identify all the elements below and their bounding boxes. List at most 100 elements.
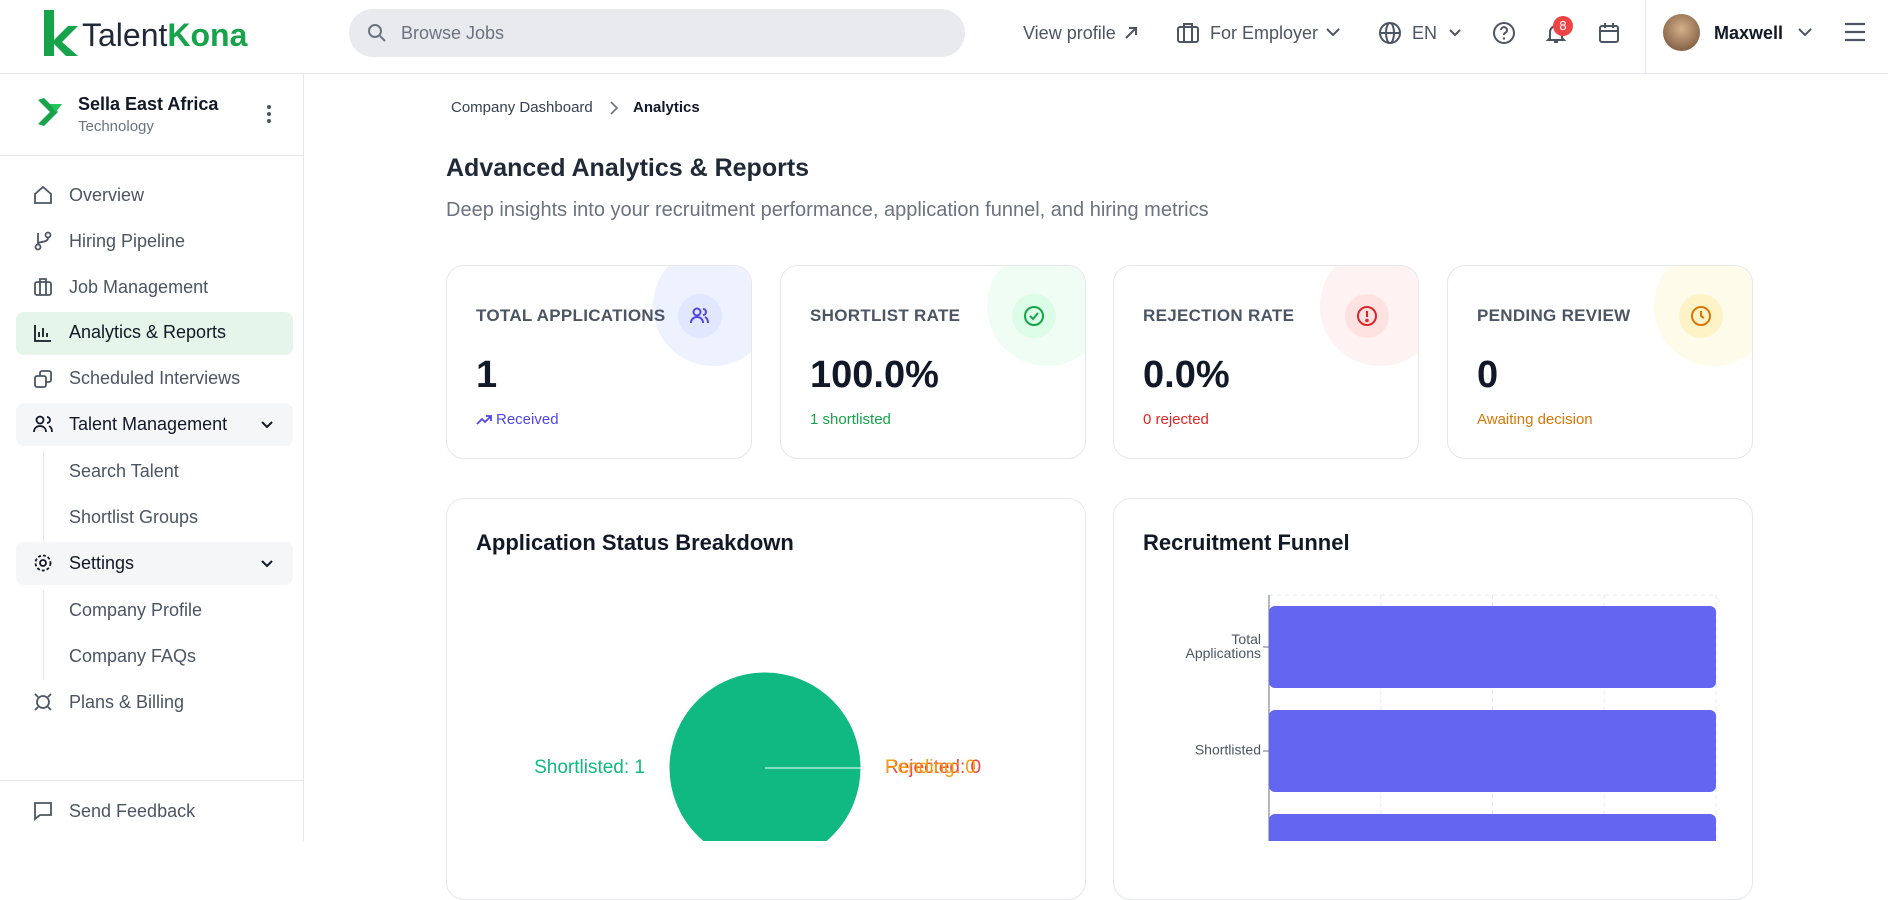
nav-item-active[interactable]: Analytics & Reports	[69, 322, 227, 342]
nav-icon	[33, 415, 53, 433]
logo[interactable]: TalentKona	[82, 17, 247, 54]
menu-icon[interactable]	[1843, 21, 1867, 43]
nav-subitem[interactable]: Shortlist Groups	[69, 507, 199, 527]
search-placeholder: Browse Jobs	[401, 23, 505, 43]
chart-panel: Recruitment Funnel	[1113, 498, 1753, 900]
chart-title: Recruitment Funnel	[1143, 530, 1350, 555]
user-name[interactable]: Maxwell	[1714, 23, 1784, 43]
company-industry: Technology	[78, 118, 154, 135]
stat-label: PENDING REVIEW	[1477, 306, 1631, 325]
bar	[1269, 814, 1716, 841]
external-icon	[1125, 27, 1137, 39]
chevron	[261, 560, 273, 568]
card-icon	[1024, 306, 1044, 326]
chevron	[1326, 28, 1340, 37]
nav-icon	[34, 185, 52, 204]
stat-label: REJECTION RATE	[1143, 306, 1295, 325]
stat-label: SHORTLIST RATE	[810, 306, 961, 325]
avatar[interactable]	[1663, 14, 1700, 51]
trend-icon	[476, 415, 492, 425]
view-profile-link[interactable]: View profile	[1023, 23, 1116, 43]
y-tick-label: Total Applications	[1186, 631, 1262, 661]
globe-icon	[1379, 22, 1401, 44]
nav-item[interactable]: Hiring Pipeline	[69, 231, 186, 251]
stat-value: 1	[476, 354, 498, 396]
briefcase-icon	[1177, 23, 1199, 43]
stat-value: 100.0%	[810, 354, 939, 396]
pie-slice	[668, 671, 862, 841]
language-menu[interactable]: EN	[1412, 23, 1438, 43]
company-logo	[38, 98, 62, 126]
divider	[1645, 0, 1646, 73]
page-subtitle: Deep insights into your recruitment perf…	[446, 199, 1209, 221]
nav-icon	[34, 693, 52, 711]
nav-item[interactable]: Overview	[69, 185, 145, 205]
chevron	[261, 421, 273, 429]
for-employer-menu[interactable]: For Employer	[1210, 23, 1319, 43]
nav-group[interactable]: Settings	[69, 553, 135, 573]
card-icon-bg	[1012, 294, 1056, 338]
nav-group-bg	[16, 542, 293, 585]
nav-item[interactable]: Scheduled Interviews	[69, 368, 241, 388]
feedback-link[interactable]: Send Feedback	[69, 801, 196, 821]
card-icon-bg	[1679, 294, 1723, 338]
page-title: Advanced Analytics & Reports	[446, 154, 810, 182]
nav-item[interactable]: Plans & Billing	[69, 692, 185, 712]
card-icon-bg	[1345, 294, 1389, 338]
card-icon	[690, 307, 709, 324]
help-icon[interactable]	[1492, 21, 1516, 45]
chart-title: Application Status Breakdown	[476, 530, 794, 555]
breadcrumb-link[interactable]: Company Dashboard	[451, 99, 593, 116]
nav-icon	[34, 370, 52, 388]
nav-subitem[interactable]: Search Talent	[69, 461, 179, 481]
calendar-icon[interactable]	[1597, 21, 1621, 45]
logo-text: Kona	[167, 17, 248, 53]
notification-badge: 8	[1553, 16, 1573, 36]
more-icon[interactable]	[266, 104, 272, 124]
nav-icon	[34, 325, 51, 342]
bar	[1269, 606, 1716, 688]
card-icon	[1691, 306, 1711, 326]
tree-line	[43, 590, 44, 680]
stat-card: TOTAL APPLICATIONS 1 Received	[446, 265, 752, 459]
company-name[interactable]: Sella East Africa	[78, 94, 219, 114]
chevron	[1798, 28, 1812, 37]
pie-label: Shortlisted: 1	[534, 757, 645, 778]
stat-note: 1 shortlisted	[810, 411, 891, 428]
pie-label: Rejected: 0	[885, 757, 981, 778]
search-icon	[368, 24, 386, 42]
stat-value: 0	[1477, 354, 1499, 396]
stat-card: PENDING REVIEW 0 Awaiting decision	[1447, 265, 1753, 459]
stat-value: 0.0%	[1143, 354, 1230, 396]
feedback-icon	[34, 802, 52, 821]
logo-text: Talent	[82, 17, 168, 53]
nav-subitem[interactable]: Company FAQs	[69, 646, 197, 666]
search-bar[interactable]: Browse Jobs	[349, 9, 965, 57]
nav-subitem[interactable]: Company Profile	[69, 600, 203, 620]
divider	[0, 155, 303, 156]
card-icon	[1357, 306, 1377, 326]
nav-icon	[34, 278, 52, 296]
sidebar: Sella East Africa Technology Overview Hi…	[0, 74, 304, 841]
nav-icon	[34, 231, 52, 251]
stat-note: Awaiting decision	[1477, 411, 1593, 428]
nav-group-bg	[16, 403, 293, 446]
stat-card: REJECTION RATE 0.0% 0 rejected	[1113, 265, 1419, 459]
nav-group[interactable]: Talent Management	[69, 414, 228, 434]
bar	[1269, 710, 1716, 792]
nav-icon	[34, 554, 52, 572]
nav-item[interactable]: Job Management	[69, 277, 209, 297]
stat-note: 0 rejected	[1143, 411, 1209, 428]
card-icon-bg	[678, 294, 722, 338]
tree-line	[43, 451, 44, 541]
breadcrumb-current: Analytics	[633, 99, 700, 116]
stat-label: TOTAL APPLICATIONS	[476, 306, 666, 325]
y-tick-label: Shortlisted	[1195, 742, 1261, 758]
breadcrumb-separator	[610, 101, 619, 115]
stat-card: SHORTLIST RATE 100.0% 1 shortlisted	[780, 265, 1086, 459]
stat-note: Received	[496, 411, 559, 428]
divider	[0, 780, 303, 781]
header: TalentKona Browse Jobs View profile For …	[0, 0, 1888, 74]
